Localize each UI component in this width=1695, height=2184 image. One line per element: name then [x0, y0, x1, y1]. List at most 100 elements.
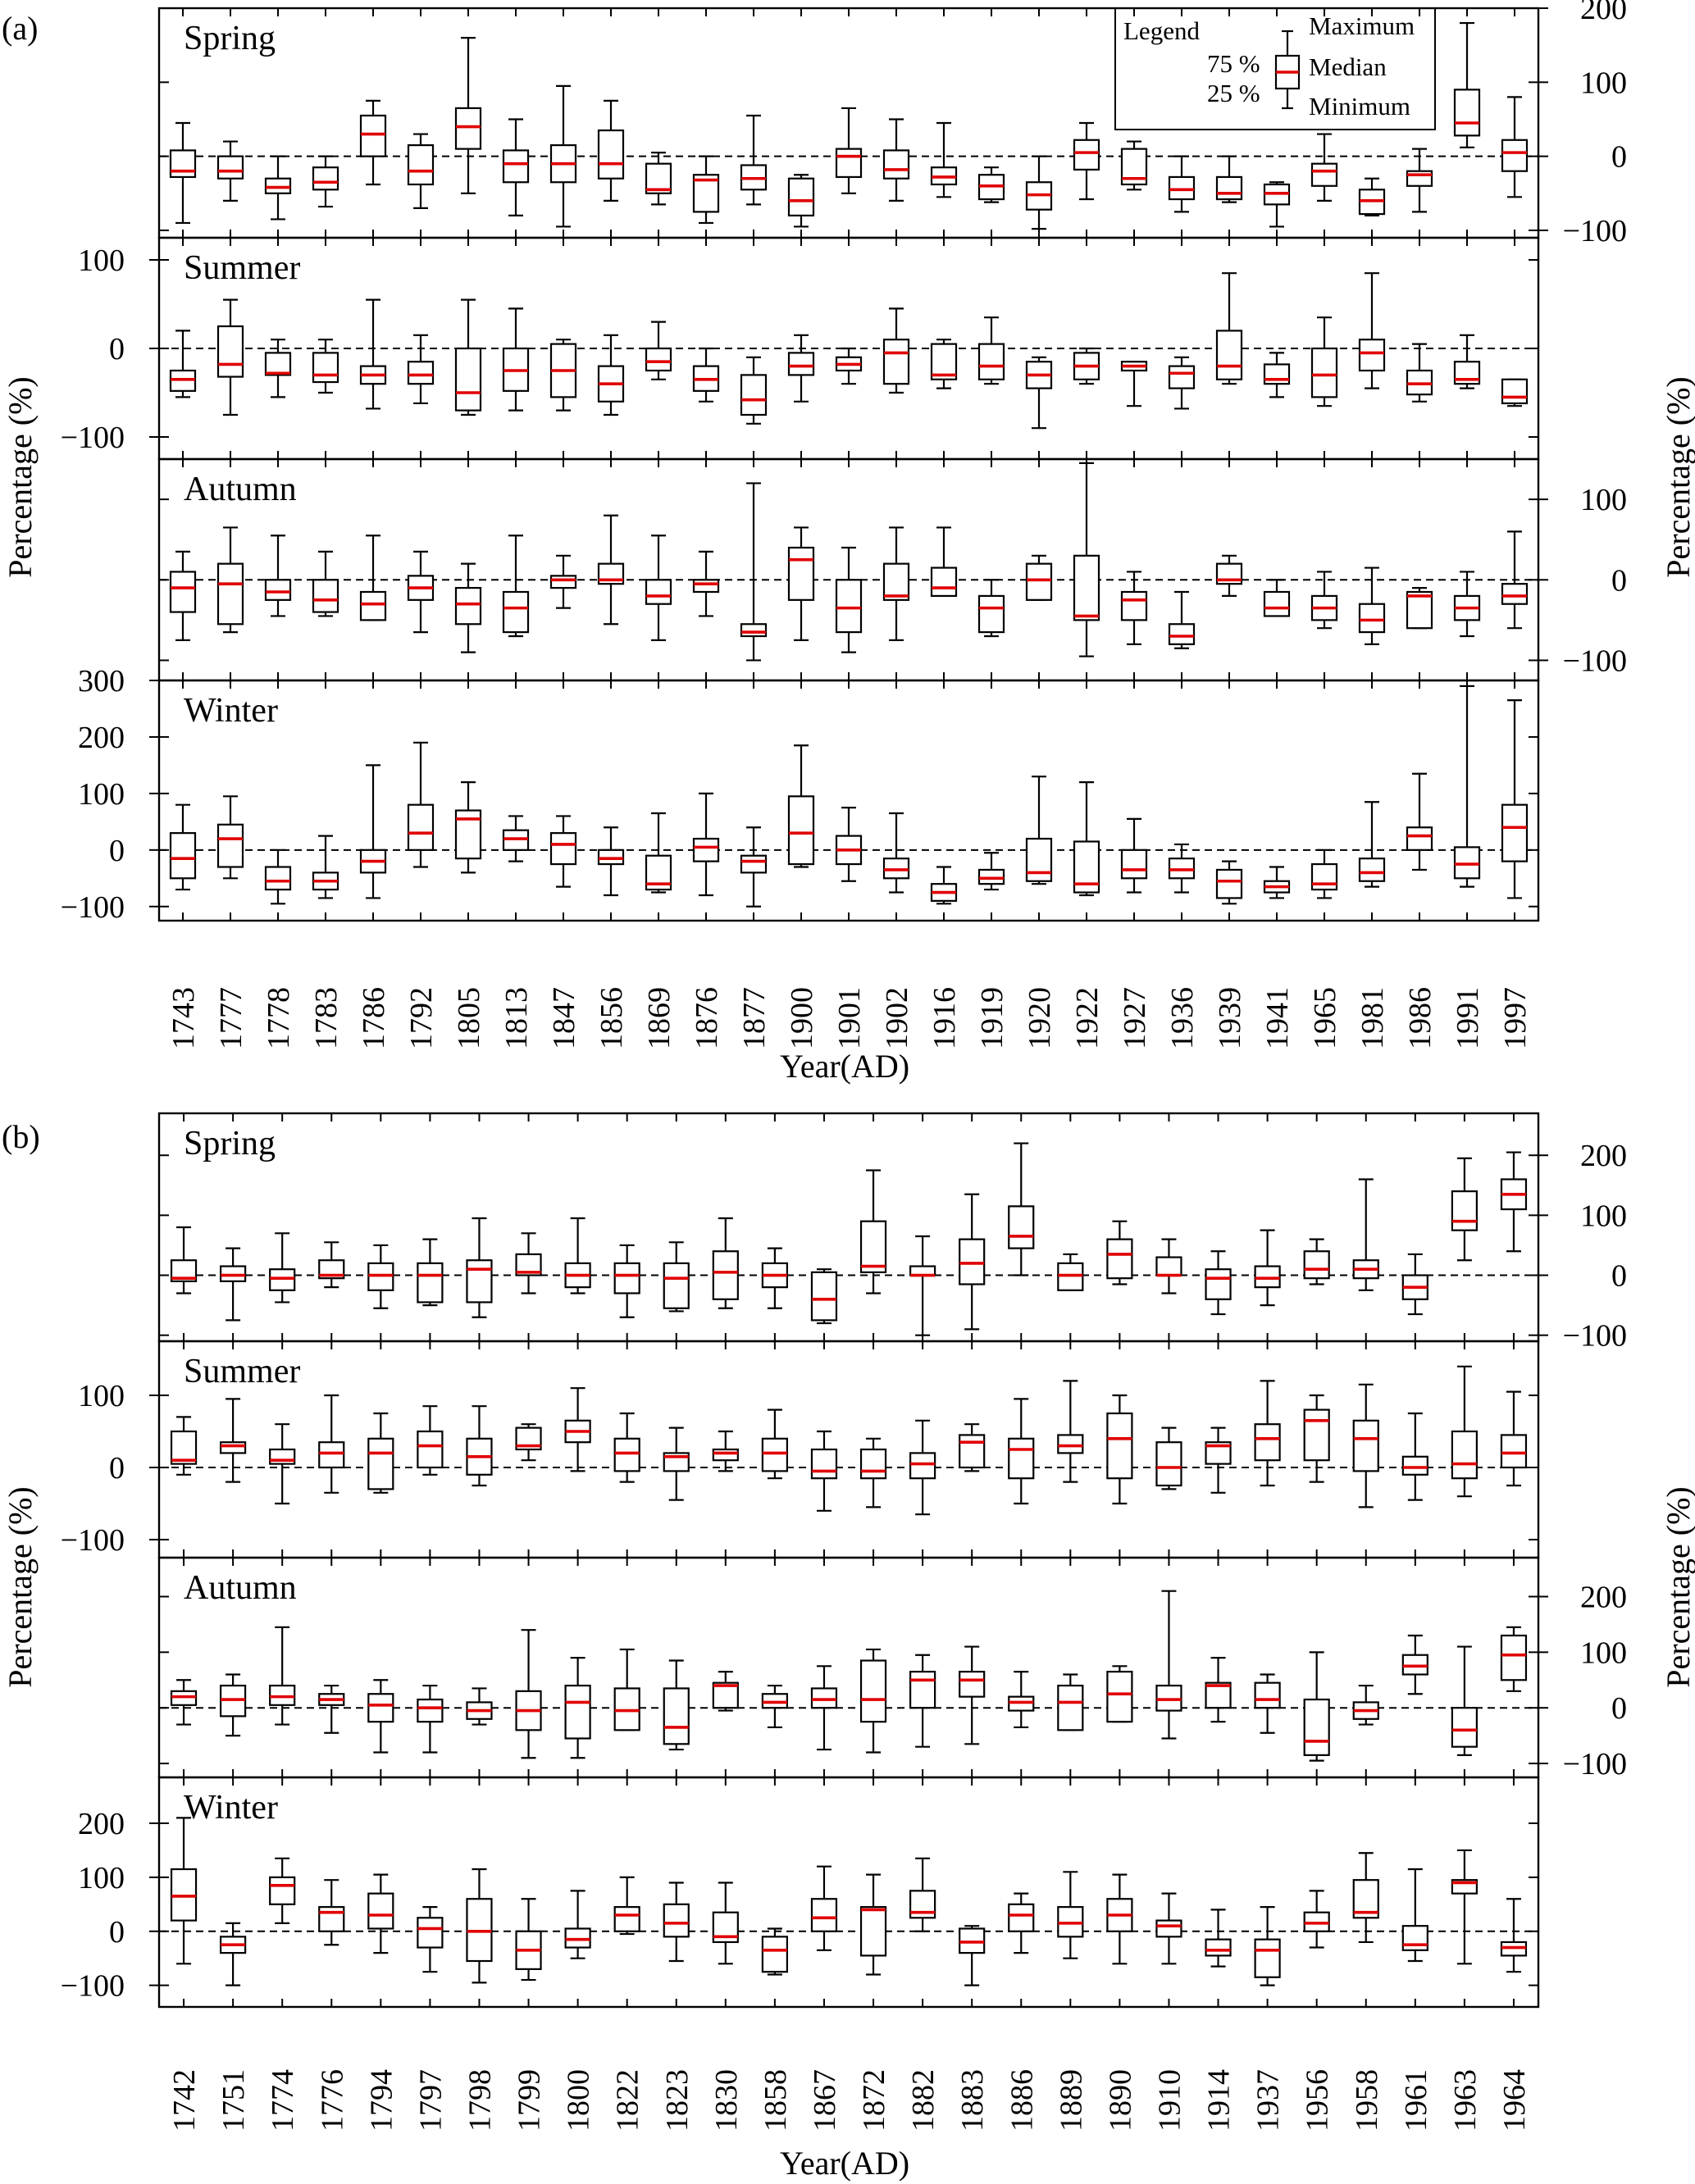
fig1-spring-box: [1008, 1205, 1035, 1249]
fig0-winter-box: [264, 866, 292, 891]
fig0-autumn-box: [1168, 623, 1196, 645]
fig1-spring-box: [466, 1259, 493, 1304]
fig0-winter-tick-label: −100: [61, 890, 125, 925]
fig0-summer-box: [216, 325, 244, 378]
fig0-autumn-box: [359, 590, 387, 621]
fig0-autumn-box: [216, 562, 244, 626]
fig0-year-label: 1901: [832, 987, 867, 1049]
panel-b-xlabel: Year(AD): [780, 2145, 909, 2182]
panel-a-xlabel: Year(AD): [780, 1048, 909, 1085]
fig0-summer-box: [1215, 330, 1243, 380]
fig1-autumn-box: [367, 1693, 394, 1723]
fig0-autumn-tick-label: 100: [1580, 483, 1627, 517]
fig1-year-label: 1872: [857, 2069, 891, 2132]
fig1-spring-box: [220, 1265, 247, 1282]
fig1-winter-box: [417, 1917, 444, 1949]
fig0-winter-box: [549, 832, 577, 866]
fig0-year-label: 1783: [309, 987, 344, 1049]
fig1-year-label: 1963: [1448, 2069, 1483, 2132]
fig1-autumn-tick-label: 100: [1580, 1636, 1627, 1670]
fig0-year-label: 1922: [1070, 987, 1105, 1049]
fig0-autumn-box: [930, 566, 958, 598]
legend-75: 75 %: [1207, 49, 1260, 78]
fig0-summer-box: [312, 352, 339, 384]
fig1-year-label: 1798: [462, 2069, 497, 2132]
fig0-year-label: 1941: [1260, 987, 1295, 1049]
fig1-winter-box: [613, 1906, 640, 1932]
fig1-year-label: 1882: [906, 2069, 941, 2132]
fig1-summer-box: [1254, 1423, 1281, 1462]
fig1-spring-box: [1057, 1262, 1084, 1291]
fig1-winter-box: [318, 1906, 345, 1932]
fig0-year-label: 1986: [1403, 987, 1438, 1049]
fig0-winter-box: [1120, 849, 1148, 880]
fig1-spring-box: [712, 1250, 739, 1300]
fig1-autumn-box: [859, 1659, 887, 1723]
fig0-autumn-box: [1501, 583, 1529, 605]
fig0-autumn-box: [1120, 590, 1148, 621]
fig0-spring-box: [1168, 175, 1196, 201]
fig1-year-label: 1886: [1005, 2069, 1039, 2132]
fig0-winter-tick-label: 200: [78, 721, 125, 755]
fig1-summer-tick-label: 0: [109, 1451, 125, 1486]
fig0-summer-box: [1168, 365, 1196, 389]
fig1-winter-box: [1254, 1938, 1281, 1978]
fig1-summer-box: [318, 1441, 345, 1469]
panel-b-ylabel-right: Percentage (%): [1660, 1486, 1695, 1687]
fig0-autumn-box: [312, 579, 339, 613]
fig0-summer-box: [882, 339, 910, 385]
fig0-spring-box: [264, 177, 292, 194]
fig0-summer-tick-label: −100: [61, 421, 125, 455]
fig1-winter-box: [663, 1903, 690, 1938]
fig0-year-label: 1813: [499, 987, 534, 1049]
fig1-year-label: 1889: [1054, 2069, 1088, 2132]
fig1-spring-frame: [157, 1112, 1540, 1343]
legend-title: Legend: [1123, 16, 1200, 45]
fig1-summer-box: [859, 1448, 887, 1480]
fig1-spring-tick-label: 100: [1580, 1199, 1627, 1233]
fig1-autumn-box: [1106, 1670, 1133, 1723]
fig1-year-label: 1742: [167, 2069, 202, 2132]
fig0-spring-box: [787, 177, 815, 217]
fig0-autumn-box: [692, 579, 720, 594]
fig0-year-label: 1936: [1165, 987, 1200, 1049]
fig0-summer-box: [740, 374, 768, 416]
fig0-year-label: 1777: [214, 987, 248, 1049]
fig1-autumn-box: [1057, 1684, 1084, 1731]
fig1-summer-box: [1303, 1408, 1330, 1462]
fig1-autumn-box: [909, 1670, 936, 1709]
fig1-summer-title: Summer: [184, 1353, 300, 1390]
fig1-summer-box: [761, 1437, 788, 1472]
fig1-winter-box: [810, 1898, 838, 1932]
fig1-spring-box: [613, 1262, 640, 1294]
legend-median: Median: [1309, 52, 1387, 81]
fig1-winter-box: [761, 1936, 788, 1973]
fig0-spring-box: [312, 166, 339, 191]
fig0-summer-box: [1263, 363, 1291, 385]
fig0-autumn-box: [1358, 603, 1386, 634]
fig1-autumn-box: [959, 1670, 986, 1698]
fig1-summer-box: [810, 1448, 838, 1480]
panel-b-ylabel-left: Percentage (%): [2, 1486, 39, 1687]
fig1-spring-box: [1155, 1256, 1182, 1276]
fig1-winter-tick-label: 100: [78, 1861, 125, 1895]
fig0-summer-box: [977, 343, 1005, 380]
plot-area: Spring 200 100 0 −100 Summer 100 0 −100 Autumn 100…: [61, 0, 1627, 2132]
fig1-summer-tick-label: 100: [78, 1379, 125, 1413]
fig1-winter-box: [1008, 1903, 1035, 1932]
fig0-winter-box: [1025, 837, 1053, 882]
fig1-year-label: 1751: [216, 2069, 251, 2132]
fig1-year-label: 1858: [759, 2069, 793, 2132]
fig0-summer-box: [407, 361, 435, 385]
fig1-year-label: 1961: [1399, 2069, 1433, 2132]
fig0-autumn-title: Autumn: [184, 471, 297, 508]
fig0-summer-box: [1358, 339, 1386, 372]
fig0-winter-box: [169, 832, 197, 880]
fig1-autumn-box: [1303, 1698, 1330, 1756]
fig1-year-label: 1914: [1202, 2069, 1237, 2132]
fig0-winter-box: [1215, 868, 1243, 899]
fig0-spring-tick-label: 100: [1580, 66, 1627, 100]
fig0-spring-box: [597, 129, 625, 180]
fig1-spring-box: [663, 1262, 690, 1309]
fig1-winter-box: [859, 1906, 887, 1957]
